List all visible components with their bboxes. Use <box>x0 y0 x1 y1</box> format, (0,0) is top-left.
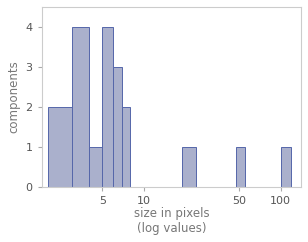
Bar <box>182 147 196 187</box>
Bar <box>236 147 245 187</box>
Bar <box>48 107 72 187</box>
Y-axis label: components: components <box>7 60 20 133</box>
Bar <box>281 147 291 187</box>
Bar <box>89 147 103 187</box>
Bar <box>103 27 113 187</box>
Bar <box>122 107 130 187</box>
Bar <box>113 67 122 187</box>
Bar <box>72 27 89 187</box>
X-axis label: size in pixels
(log values): size in pixels (log values) <box>134 207 209 235</box>
